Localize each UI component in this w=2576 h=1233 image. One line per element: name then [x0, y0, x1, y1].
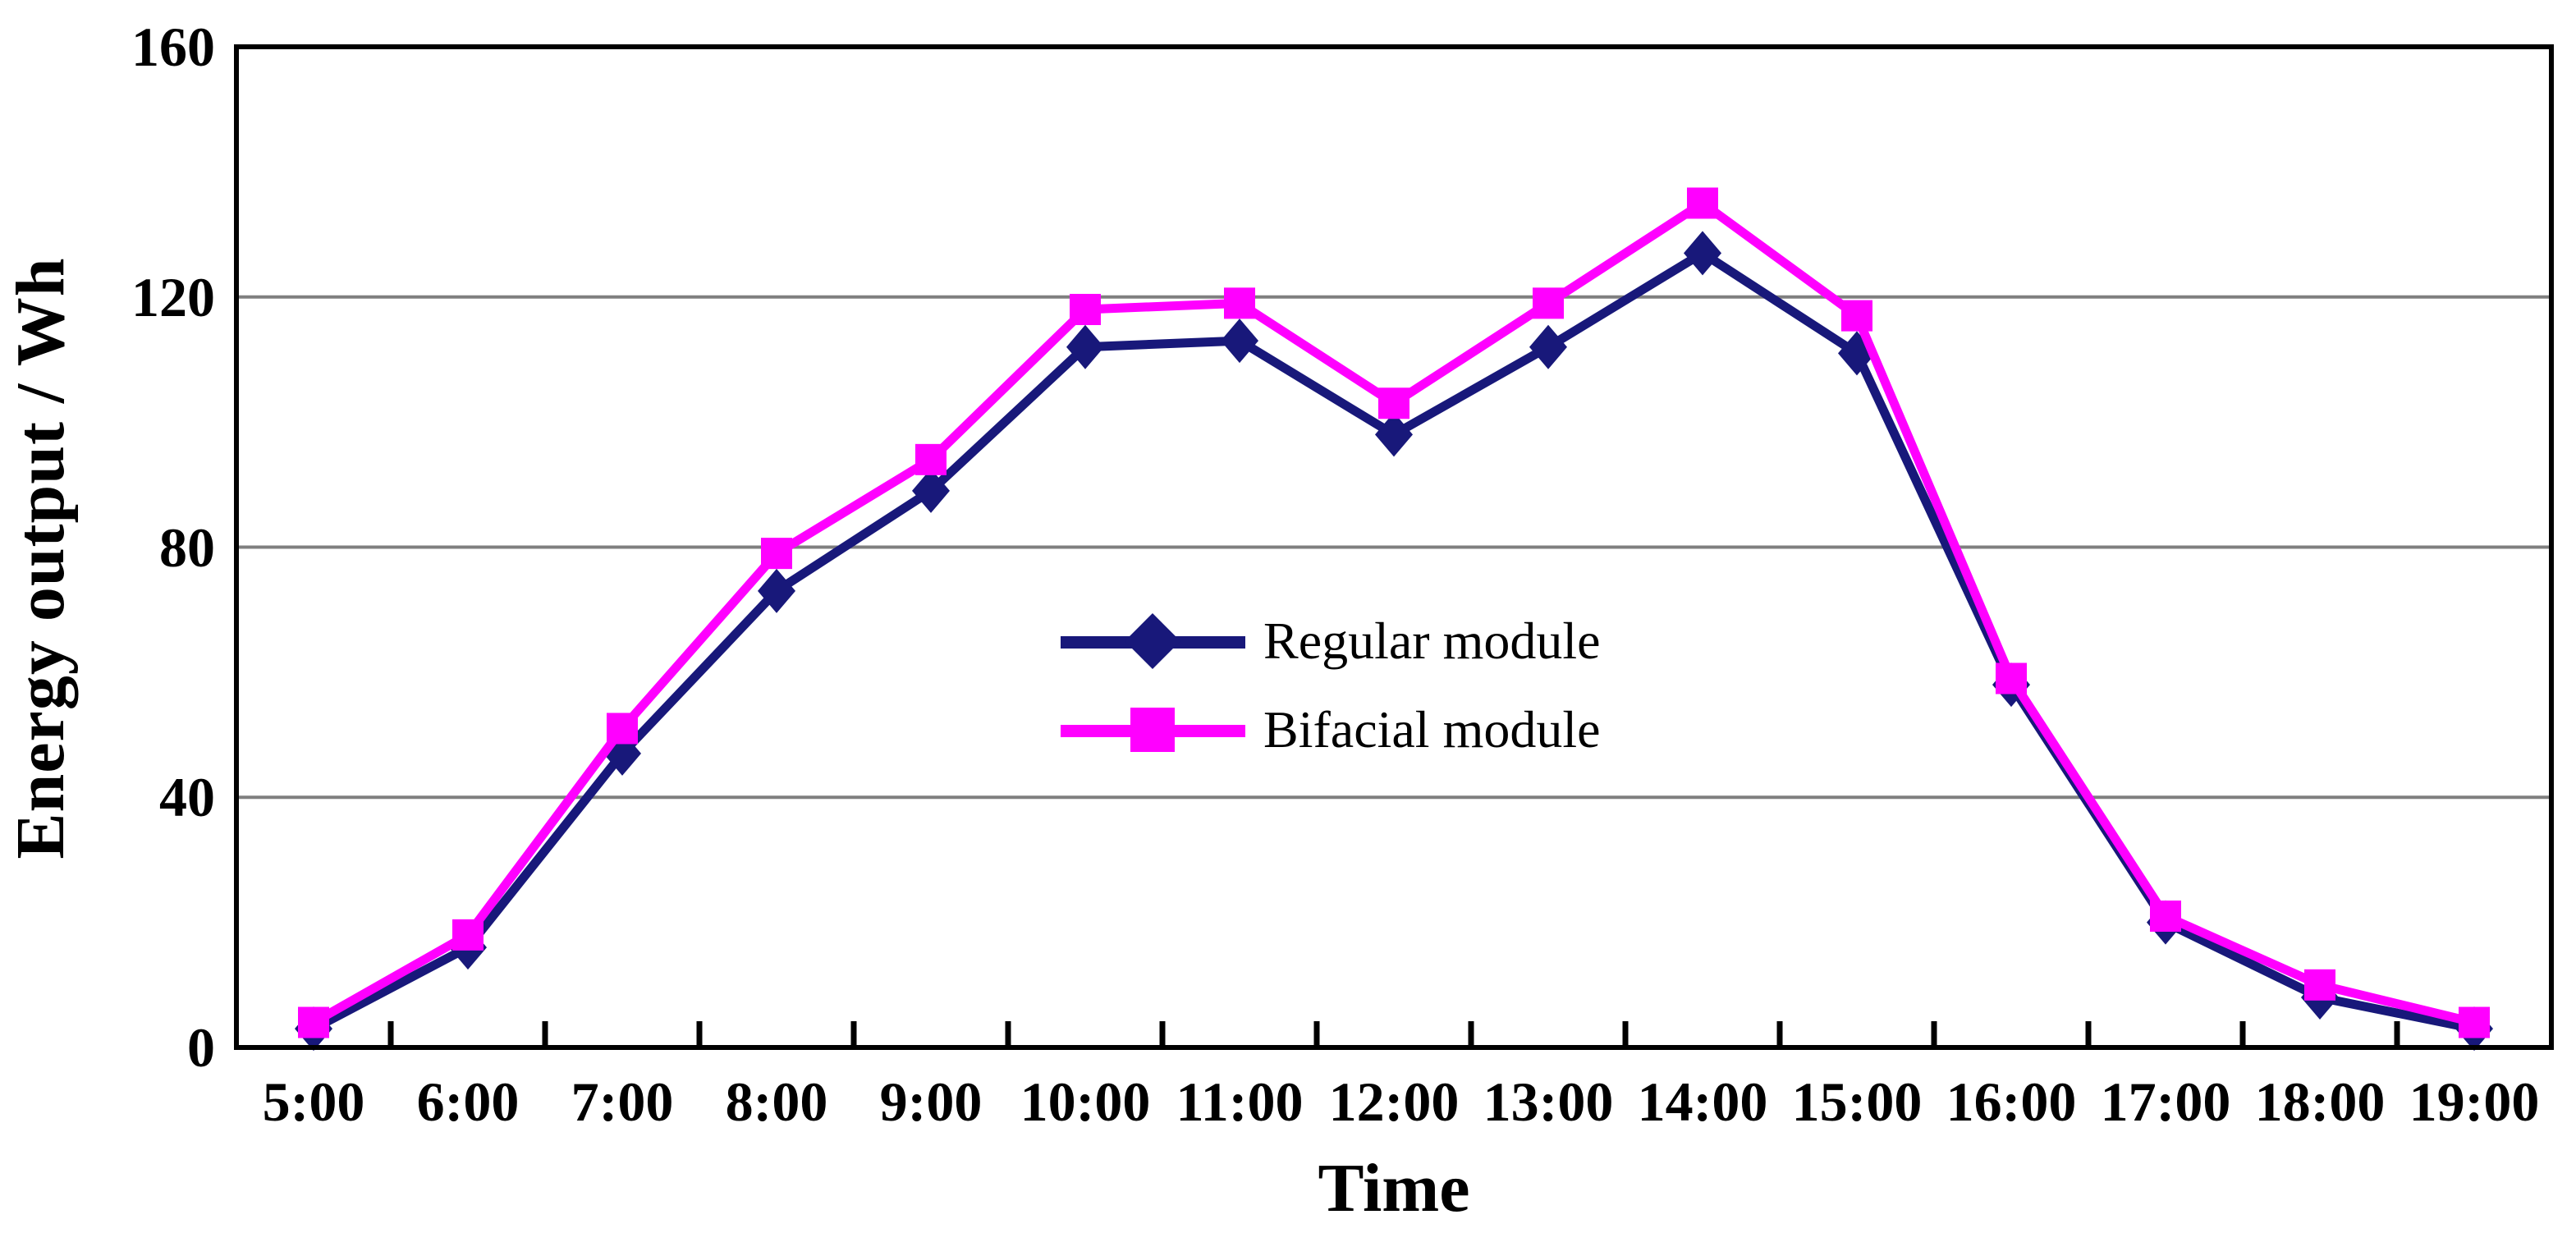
data-point-bifacial-15:00 [1841, 300, 1872, 332]
data-point-bifacial-18:00 [2304, 969, 2335, 1001]
y-tick-label-40: 40 [159, 766, 215, 829]
y-tick-label-0: 0 [187, 1016, 215, 1079]
data-point-regular-13:00 [1529, 324, 1567, 369]
x-tick-label-16:00: 16:00 [1946, 1070, 2077, 1133]
y-tick-label-120: 120 [131, 265, 215, 328]
x-tick-label-14:00: 14:00 [1637, 1070, 1768, 1133]
data-point-bifacial-6:00 [452, 919, 484, 951]
legend-item-regular-module: Regular module [1061, 612, 1701, 670]
plot-border [234, 44, 2554, 1050]
x-tick-label-13:00: 13:00 [1483, 1070, 1614, 1133]
legend-label-bifacial: Bifacial module [1263, 700, 1601, 759]
x-tick-label-15:00: 15:00 [1791, 1070, 1923, 1133]
data-point-bifacial-12:00 [1378, 387, 1409, 419]
data-point-regular-12:00 [1375, 412, 1413, 457]
data-point-bifacial-14:00 [1687, 187, 1718, 219]
data-point-regular-9:00 [912, 468, 950, 513]
x-axis-title: Time [1318, 1150, 1470, 1226]
data-point-bifacial-7:00 [607, 713, 638, 745]
data-point-bifacial-9:00 [915, 443, 947, 475]
axes-layer [234, 44, 2554, 1050]
legend-label-regular: Regular module [1263, 612, 1601, 670]
y-tick-label-160: 160 [131, 16, 215, 78]
legend: Regular module Bifacial module [1061, 612, 1701, 757]
x-tick-label-6:00: 6:00 [416, 1070, 520, 1133]
x-tick-label-8:00: 8:00 [725, 1070, 828, 1133]
x-tick-label-12:00: 12:00 [1328, 1070, 1460, 1133]
data-point-bifacial-13:00 [1533, 287, 1564, 319]
x-tick-label-9:00: 9:00 [879, 1070, 983, 1133]
bifacial-module-key [1061, 703, 1245, 757]
data-point-bifacial-5:00 [298, 1006, 329, 1038]
legend-item-bifacial-module: Bifacial module [1061, 703, 1701, 757]
data-point-bifacial-8:00 [761, 538, 792, 570]
diamond-marker-icon [1125, 613, 1180, 669]
data-point-regular-11:00 [1221, 319, 1258, 364]
square-marker-icon [1130, 708, 1175, 752]
gridlines-layer [236, 295, 2551, 800]
x-tick-label-18:00: 18:00 [2254, 1070, 2386, 1133]
series-layer [295, 187, 2493, 1052]
x-tick-label-10:00: 10:00 [1020, 1070, 1151, 1133]
data-point-regular-14:00 [1684, 231, 1721, 276]
x-tick-label-11:00: 11:00 [1176, 1070, 1304, 1133]
y-tick-label-80: 80 [159, 516, 215, 579]
data-point-bifacial-17:00 [2150, 901, 2181, 933]
data-point-bifacial-10:00 [1070, 293, 1101, 325]
data-point-regular-10:00 [1066, 324, 1104, 369]
x-tick-label-17:00: 17:00 [2100, 1070, 2231, 1133]
x-tick-label-19:00: 19:00 [2409, 1070, 2540, 1133]
regular-module-key [1061, 613, 1245, 669]
data-point-bifacial-19:00 [2459, 1006, 2490, 1038]
data-point-bifacial-16:00 [1996, 662, 2027, 694]
x-tick-label-5:00: 5:00 [262, 1070, 365, 1133]
x-tick-label-7:00: 7:00 [571, 1070, 674, 1133]
data-point-regular-8:00 [758, 568, 795, 613]
data-point-bifacial-11:00 [1224, 287, 1255, 319]
